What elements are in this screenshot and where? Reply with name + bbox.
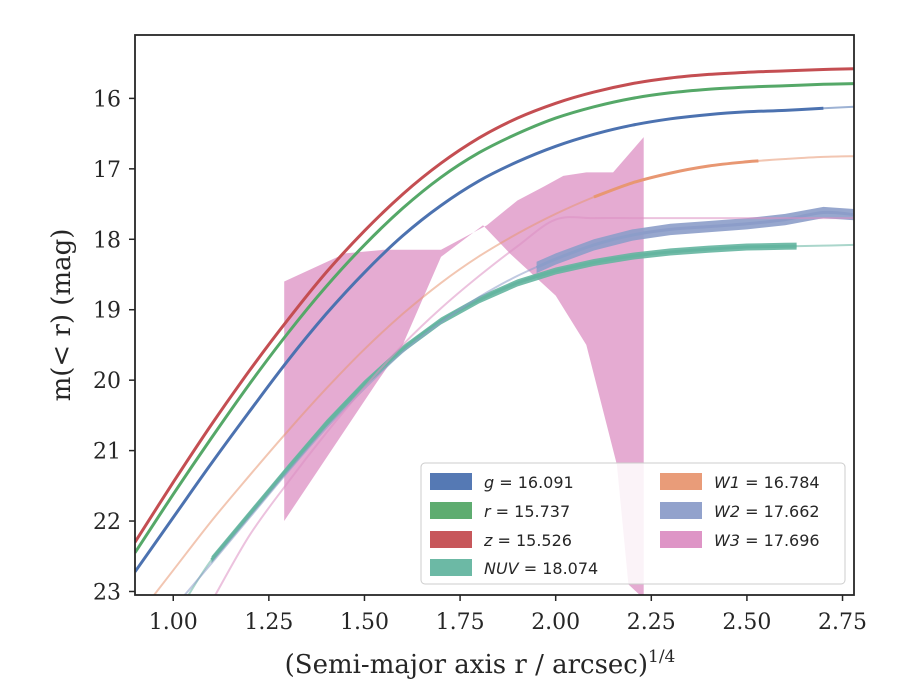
w3-uncertainty-fill	[284, 137, 644, 595]
legend-swatch	[430, 559, 472, 576]
w2-measured-line	[535, 210, 854, 269]
y-tick-label: 23	[93, 580, 121, 605]
legend-swatch	[430, 473, 472, 490]
x-tick-label: 2.00	[531, 610, 580, 635]
y-tick-label: 18	[93, 228, 121, 253]
y-tick-label: 16	[93, 87, 121, 112]
x-axis-label-exponent: 1/4	[648, 647, 675, 667]
w1-measured-line	[593, 159, 759, 199]
legend-swatch	[430, 502, 472, 519]
legend-swatch	[660, 473, 702, 490]
axis-ticks: 1.00 1.25 1.50 1.75 2.00 2.25 2.50 2.75 16 17 18 19…	[93, 87, 867, 635]
legend-swatch	[660, 502, 702, 519]
legend-item-w2: W2 = 17.662	[660, 502, 820, 521]
legend-item-g: g = 16.091	[430, 473, 574, 492]
w2-band	[536, 206, 854, 274]
x-axis-label-main: (Semi-major axis r / arcsec)	[285, 650, 648, 680]
legend-item-r: r = 15.737	[430, 502, 570, 521]
y-tick-label: 21	[93, 440, 121, 465]
g-measured-line	[135, 106, 824, 573]
x-tick-label: 1.00	[149, 610, 198, 635]
legend-label: g = 16.091	[484, 473, 574, 492]
legend-swatch	[430, 531, 472, 548]
y-axis-label: m(< r) (mag)	[47, 229, 77, 402]
x-tick-label: 1.25	[244, 610, 293, 635]
x-tick-label: 2.25	[627, 610, 676, 635]
legend-label: z = 15.526	[483, 531, 572, 550]
nuv-measured-line	[210, 244, 797, 561]
x-tick-label: 2.75	[818, 610, 867, 635]
legend-item-nuv: NUV = 18.074	[430, 559, 598, 578]
legend-item-w1: W1 = 16.784	[660, 473, 820, 492]
y-tick-label: 19	[93, 299, 121, 324]
w3-extrapolated-line	[214, 216, 854, 595]
y-tick-label: 20	[93, 369, 121, 394]
z-measured-line	[135, 67, 854, 544]
legend-label: W1 = 16.784	[714, 473, 820, 492]
x-axis-label: (Semi-major axis r / arcsec)1/4	[285, 647, 676, 680]
legend-item-w3: W3 = 17.696	[660, 531, 820, 550]
series-bands	[211, 206, 854, 564]
r-measured-line	[135, 82, 854, 554]
series-lines	[135, 67, 854, 595]
legend-label: W2 = 17.662	[714, 502, 820, 521]
legend-item-z: z = 15.526	[430, 531, 572, 550]
legend-label: W3 = 17.696	[714, 531, 820, 550]
plot-frame	[134, 34, 855, 596]
legend-swatch	[660, 531, 702, 548]
y-tick-label: 22	[93, 510, 121, 535]
x-tick-label: 1.75	[436, 610, 485, 635]
legend-label: NUV = 18.074	[484, 559, 598, 578]
legend: g = 16.091 r = 15.737 z = 15.526 NUV = 18.0…	[420, 462, 846, 585]
y-tick-label: 17	[93, 158, 121, 183]
legend-box	[420, 462, 846, 585]
x-tick-label: 1.50	[340, 610, 389, 635]
w3-fill-region	[284, 137, 644, 595]
x-tick-label: 2.50	[722, 610, 771, 635]
legend-label: r = 15.737	[484, 502, 570, 521]
